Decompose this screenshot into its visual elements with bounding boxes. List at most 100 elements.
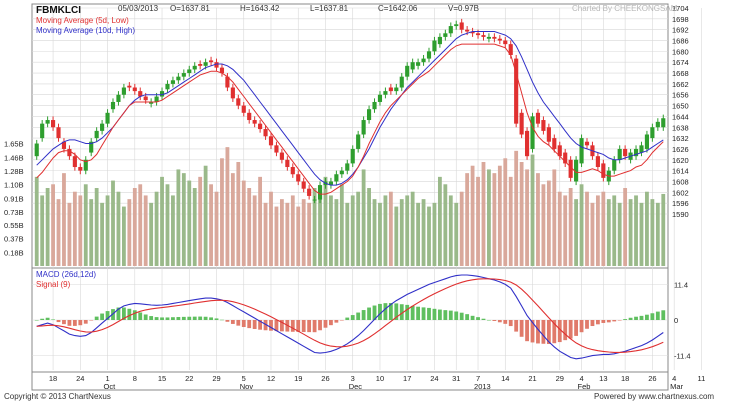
candle-body [530, 116, 535, 149]
macd-histogram-bar [595, 320, 600, 325]
macd-histogram-bar [296, 320, 301, 332]
volume-bar [83, 184, 88, 266]
candle-body [541, 120, 546, 131]
candle-body [34, 143, 39, 157]
candle-body [568, 159, 573, 178]
macd-histogram-bar [563, 320, 568, 341]
volume-bar [525, 169, 529, 266]
macd-histogram-bar [187, 316, 192, 320]
volume-bar [645, 191, 649, 266]
volume-bar [454, 202, 459, 266]
macd-histogram-bar [312, 320, 317, 333]
macd-histogram-bar [437, 309, 442, 320]
volume-bar [149, 202, 154, 266]
candle-body [78, 167, 83, 171]
price-tick-label: 1590 [672, 210, 689, 219]
candle-body [410, 62, 415, 70]
macd-histogram-bar [209, 317, 213, 320]
macd-histogram-bar [329, 320, 333, 326]
volume-bar [595, 195, 600, 266]
x-tick-label: 18 [621, 374, 629, 383]
volume-bar [465, 173, 470, 266]
volume-bar [285, 202, 290, 266]
volume-tick-label: 0.73B [4, 208, 24, 217]
candle-body [154, 96, 159, 102]
powered-by-label: Powered by www.chartnexus.com [594, 392, 714, 401]
macd-histogram-bar [585, 320, 589, 329]
price-tick-label: 1596 [672, 199, 689, 208]
candle-body [61, 141, 67, 149]
macd-histogram-bar [45, 317, 50, 320]
volume-bar [372, 199, 377, 266]
price-tick-label: 1668 [672, 69, 689, 78]
volume-bar [421, 199, 426, 266]
volume-bar [143, 195, 148, 266]
volume-bar [503, 158, 508, 266]
ma5-line [36, 43, 664, 195]
macd-histogram-bar [181, 316, 186, 320]
legend-signal: Signal (9) [36, 280, 71, 289]
candle-body [377, 94, 383, 102]
x-tick-label: 31 [452, 374, 460, 383]
candle-body [465, 29, 470, 32]
candle-body [328, 181, 334, 186]
volume-bar [394, 206, 399, 266]
candle-body [639, 145, 644, 153]
volume-bar [612, 195, 617, 266]
macd-histogram-bar [655, 311, 660, 320]
x-tick-label: 17 [403, 374, 411, 383]
candle-body [563, 152, 568, 164]
macd-histogram-bar [508, 320, 513, 327]
candle-body [454, 24, 459, 27]
candle-body [50, 120, 56, 128]
macd-histogram-bar [274, 320, 279, 332]
macd-histogram-bar [601, 320, 606, 323]
volume-bar [301, 199, 306, 266]
candle-body [372, 101, 377, 110]
volume-bar [105, 195, 110, 266]
candle-body [203, 62, 208, 66]
volume-bar [601, 191, 606, 266]
price-tick-label: 1650 [672, 102, 689, 111]
low-label: L=1637.81 [310, 4, 349, 13]
price-tick-label: 1644 [672, 112, 689, 121]
macd-histogram-bar [590, 320, 595, 327]
volume-bar [203, 165, 208, 266]
candle-body [274, 145, 279, 153]
macd-histogram-bar [51, 319, 55, 320]
volume-tick-label: 1.46B [4, 154, 24, 163]
candle-body [595, 156, 600, 168]
legend-ma10: Moving Average (10d, High) [36, 26, 135, 35]
x-tick-label: 26 [321, 374, 329, 383]
macd-histogram-bar [470, 315, 475, 320]
macd-histogram-bar [116, 307, 121, 320]
volume-bar [459, 191, 464, 266]
volume-bar [176, 169, 181, 266]
macd-histogram-bar [541, 320, 546, 344]
volume-bar [290, 195, 295, 266]
volume-bar [508, 176, 513, 266]
candle-body [535, 112, 541, 124]
volume-tick-label: 1.28B [4, 167, 24, 176]
candle-body [317, 185, 323, 200]
macd-tick-label: -11.4 [674, 352, 691, 361]
price-tick-label: 1602 [672, 188, 689, 197]
candle-body [296, 174, 301, 182]
volume-label: V=0.97B [448, 4, 479, 13]
candle-body [170, 80, 176, 84]
price-tick-label: 1680 [672, 47, 689, 56]
macd-histogram-bar [100, 313, 105, 320]
volume-bar [116, 191, 121, 266]
macd-histogram-bar [361, 310, 366, 320]
macd-histogram-bar [225, 320, 230, 322]
candle-body [40, 123, 45, 139]
macd-histogram-bar [176, 317, 181, 320]
macd-histogram-bar [443, 310, 448, 320]
price-tick-label: 1686 [672, 37, 689, 46]
volume-bar [181, 173, 186, 266]
price-tick-label: 1638 [672, 123, 689, 132]
macd-histogram-bar [497, 320, 502, 323]
macd-histogram-bar [492, 320, 497, 321]
legend-ma5: Moving Average (5d, Low) [36, 16, 129, 25]
volume-bar [34, 176, 39, 266]
